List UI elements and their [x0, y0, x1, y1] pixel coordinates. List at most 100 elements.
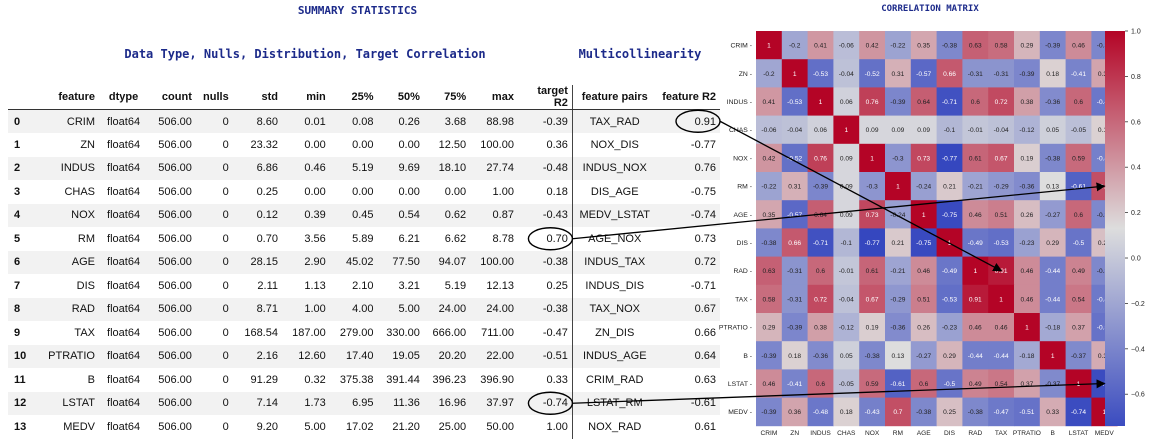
- heatmap-cell-label: 0.42: [866, 43, 879, 50]
- heatmap-cell-label: -0.31: [787, 268, 802, 275]
- heatmap-cell-label: -0.75: [916, 240, 931, 247]
- heatmap-cell-label: 1: [1102, 409, 1106, 416]
- heatmap-cell-label: 0.29: [1020, 43, 1033, 50]
- heatmap-cell-label: -0.05: [839, 381, 854, 388]
- heatmap-cell: [910, 397, 937, 427]
- heatmap-cell: [910, 59, 937, 88]
- heatmap-cell-label: 0.29: [1046, 240, 1059, 247]
- cell-p75: 16.96: [423, 391, 471, 415]
- y-tick-label: CRIM -: [730, 43, 752, 50]
- heatmap-cell-label: 0.54: [995, 381, 1008, 388]
- cell-target-r2: 0.18: [546, 185, 568, 198]
- heatmap-cell: [885, 341, 912, 370]
- cell-dtype: float64: [107, 373, 141, 386]
- heatmap-cell-label: -0.5: [1073, 240, 1085, 247]
- heatmap-cell-label: 0.66: [943, 71, 956, 78]
- heatmap-cell-label: 0.35: [762, 212, 775, 219]
- column-header-count: count: [148, 85, 196, 110]
- cell-max: 22.00: [470, 344, 518, 368]
- heatmap-cell: [756, 172, 783, 201]
- heatmap-cell: [988, 369, 1015, 398]
- cell-p50: 19.05: [377, 344, 424, 368]
- heatmap-cell: [988, 397, 1015, 427]
- heatmap-cell-label: 0.54: [1072, 296, 1085, 303]
- heatmap-cell: [936, 284, 963, 314]
- heatmap-cell-label: -0.77: [865, 240, 880, 247]
- cell-feature-r2: 0.72: [656, 250, 720, 274]
- heatmap-cell-label: -0.21: [968, 184, 983, 191]
- heatmap-cell: [910, 115, 937, 145]
- cell-feature-r2: -0.74: [656, 203, 720, 227]
- cell-p75: 20.20: [423, 344, 471, 368]
- cell-feature-pairs: ZN_DIS: [571, 321, 657, 345]
- heatmap-cell-label: 0.36: [1098, 71, 1111, 78]
- cell-std: 9.20: [256, 420, 278, 433]
- cell-count: 506.00: [158, 279, 192, 292]
- heatmap-cell-label: -0.41: [787, 381, 802, 388]
- heatmap-cell-label: -0.39: [1019, 71, 1034, 78]
- cell-p50: 3.21: [398, 279, 420, 292]
- heatmap-cell-label: 0.13: [1046, 184, 1059, 191]
- heatmap-cell: [936, 87, 963, 116]
- cell-feature: NOX: [38, 203, 99, 227]
- heatmap-cell: [910, 341, 937, 370]
- cell-feature: B: [87, 373, 95, 386]
- heatmap-cell-label: -0.5: [944, 381, 956, 388]
- x-tick-label: MEDV: [1095, 430, 1115, 437]
- heatmap-cell: [1065, 228, 1092, 257]
- cell-index: 3: [14, 185, 21, 198]
- cell-p75: 5.19: [444, 279, 467, 292]
- cell-feature-r2: 0.76: [656, 156, 720, 180]
- y-tick-label: B -: [743, 353, 752, 360]
- cell-max: 27.74: [470, 156, 518, 180]
- heatmap-cell: [936, 59, 963, 88]
- heatmap-cell: [859, 59, 886, 88]
- heatmap-cell-label: -0.31: [968, 71, 983, 78]
- cell-p25: 0.45: [329, 203, 378, 227]
- cell-max: 8.78: [492, 232, 514, 245]
- heatmap-cell-label: -0.61: [890, 381, 905, 388]
- cell-min: 12.60: [281, 344, 330, 368]
- heatmap-cell-label: -0.39: [890, 99, 905, 106]
- heatmap-cell: [833, 172, 860, 201]
- heatmap-cell-label: -0.57: [787, 212, 802, 219]
- heatmap-cell: [756, 369, 783, 398]
- heatmap-cell: [936, 172, 963, 201]
- cell-std: 8.71: [232, 297, 282, 321]
- cell-feature-r2: 0.66: [694, 326, 716, 339]
- heatmap-cell: [781, 115, 808, 145]
- x-tick-label: TAX: [995, 430, 1008, 437]
- heatmap-cell: [1014, 341, 1041, 370]
- y-tick-label: ZN -: [739, 71, 752, 78]
- heatmap-cell-label: 1: [819, 99, 823, 106]
- heatmap-cell-label: -0.39: [761, 353, 776, 360]
- heatmap-cell: [756, 228, 783, 257]
- cell-feature-r2: 0.73: [694, 232, 716, 245]
- cell-min: 0.46: [281, 156, 330, 180]
- cell-count: 506.00: [148, 156, 196, 180]
- cell-max: 24.00: [470, 297, 518, 321]
- cell-std: 7.14: [232, 391, 282, 415]
- cell-feature: INDUS: [38, 156, 99, 180]
- cell-p25: 0.08: [329, 109, 378, 133]
- heatmap-cell-label: 0.66: [788, 240, 801, 247]
- heatmap-cell-label: -0.3: [892, 155, 904, 162]
- cell-min: 1.73: [281, 391, 330, 415]
- heatmap-cell-label: 0.61: [969, 155, 982, 162]
- cell-p75: 396.23: [432, 373, 467, 386]
- heatmap-cell: [1039, 200, 1066, 229]
- heatmap-cell-label: -0.38: [1045, 155, 1060, 162]
- y-tick-label: TAX -: [735, 296, 752, 303]
- heatmap-cell-label: 0.25: [943, 409, 956, 416]
- colorbar-tick-label: −0.4: [1131, 346, 1145, 353]
- heatmap-cell: [910, 87, 937, 116]
- heatmap-cell: [885, 228, 912, 257]
- cell-nulls: 0: [222, 279, 229, 292]
- cell-std: 0.25: [256, 185, 278, 198]
- heatmap-cell-label: -0.39: [813, 184, 828, 191]
- heatmap-cell: [1039, 341, 1066, 370]
- cell-p75: 18.10: [423, 156, 471, 180]
- heatmap-cell-label: -0.44: [994, 353, 1009, 360]
- y-tick-label: DIS -: [737, 240, 752, 247]
